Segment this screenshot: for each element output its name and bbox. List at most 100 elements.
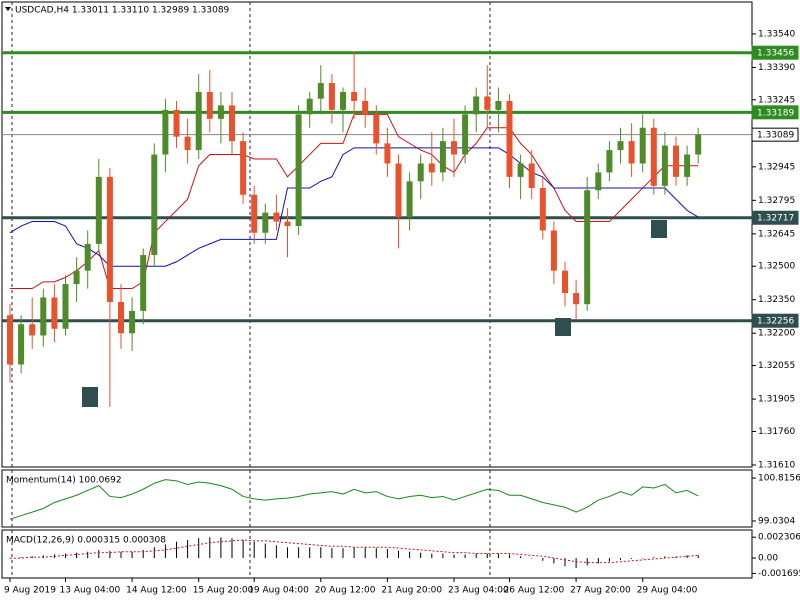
candle-body [95,176,102,244]
candle-body [118,301,124,334]
candle-body [484,96,491,110]
macd-bar [553,558,555,564]
indicator-line [9,147,699,267]
macd-bar [76,552,78,559]
price-panel [1,1,753,468]
y-tick-label: 0.00 [758,554,778,564]
macd-bar [620,558,621,560]
candle-body [650,127,657,186]
macd-bar [264,543,266,559]
macd-bar [131,551,133,559]
candle-body [395,163,402,218]
candle-body [539,188,546,231]
macd-bar [497,553,499,559]
y-tick-label: 1.32645 [758,229,795,239]
level-box [751,127,799,142]
macd-bar [398,550,399,559]
marker [555,318,571,336]
candle-body [18,324,25,365]
candle-body [273,212,280,222]
candle-body [195,92,202,151]
y-tick-label: 99.0304 [758,516,795,526]
macd-bar [198,538,200,559]
macd-bar [386,549,388,559]
macd-bar [142,549,144,559]
macd-bar [164,544,166,559]
candle-body [7,315,13,365]
macd-title: MACD(12,26,9) 0.000315 0.000308 [6,536,166,546]
candle-body [184,136,191,151]
candle-body [340,92,346,110]
candle-body [162,109,169,155]
macd-bar [697,555,699,559]
macd-bar [608,558,610,562]
candle-body [328,83,335,110]
macd-bar [187,539,189,559]
indicator-line [10,113,699,290]
candle-body [362,100,369,115]
macd-bar [420,552,422,559]
candle-body [62,284,69,329]
candle-body [384,143,391,164]
macd-bar [65,553,66,559]
level-label: 1.33456 [757,49,794,59]
candle-body [129,310,136,334]
x-tick-label: 29 Aug 04:00 [637,586,698,596]
macd-bar [453,554,455,559]
x-tick-label: 27 Aug 20:00 [570,586,631,596]
macd-bar [597,558,599,564]
macd-bar [631,558,633,559]
level-label: 1.33089 [757,131,794,141]
macd-bar [686,555,688,559]
x-tick-label: 26 Aug 12:00 [504,586,565,596]
y-tick-label: 1.32500 [758,262,795,272]
candle-body [51,297,58,329]
candle-body [140,255,147,311]
y-tick-label: 1.31610 [758,460,795,470]
macd-signal [10,539,699,564]
candle-body [428,163,435,173]
macd-bar [31,556,33,559]
candle-body [206,92,213,119]
macd-bar [531,558,533,559]
macd-bar [464,554,466,559]
macd-bar [320,547,322,559]
candle-body [495,100,502,110]
macd-bar [298,547,300,559]
macd-bar [575,558,577,569]
macd-bar [98,549,100,559]
candle-body [251,194,258,233]
candle-body [550,230,557,271]
y-tick-label: 1.32200 [758,329,795,339]
candle-body [684,154,691,177]
macd-bar [153,547,155,559]
x-tick-label: 14 Aug 12:00 [126,586,187,596]
candle-body [417,163,424,182]
macd-bar [275,545,277,559]
chart-title: USDCAD,H4 1.33011 1.33110 1.32989 1.3308… [15,6,230,16]
candle-body [695,134,702,155]
macd-bar [287,547,288,559]
candle-body [217,105,224,119]
candle-body [628,141,635,164]
candle-body [595,172,602,191]
macd-bar [409,551,411,559]
candle-body [473,96,480,115]
macd-bar [220,537,222,559]
candle-body [351,92,358,101]
candle-body [606,150,613,173]
candle-body [506,100,513,177]
y-tick-label: 1.32055 [758,361,795,371]
y-tick-label: 1.32350 [758,295,795,305]
level-label: 1.32717 [757,214,794,224]
candle-body [462,114,469,155]
level-box [751,210,799,225]
y-tick-label: -0.001695 [758,569,800,579]
candle-body [573,293,580,305]
x-tick-label: 19 Aug 04:00 [248,586,309,596]
candle-body [673,145,679,177]
macd-bar [87,551,89,559]
macd-bar [342,548,344,559]
candle-body [639,127,646,164]
